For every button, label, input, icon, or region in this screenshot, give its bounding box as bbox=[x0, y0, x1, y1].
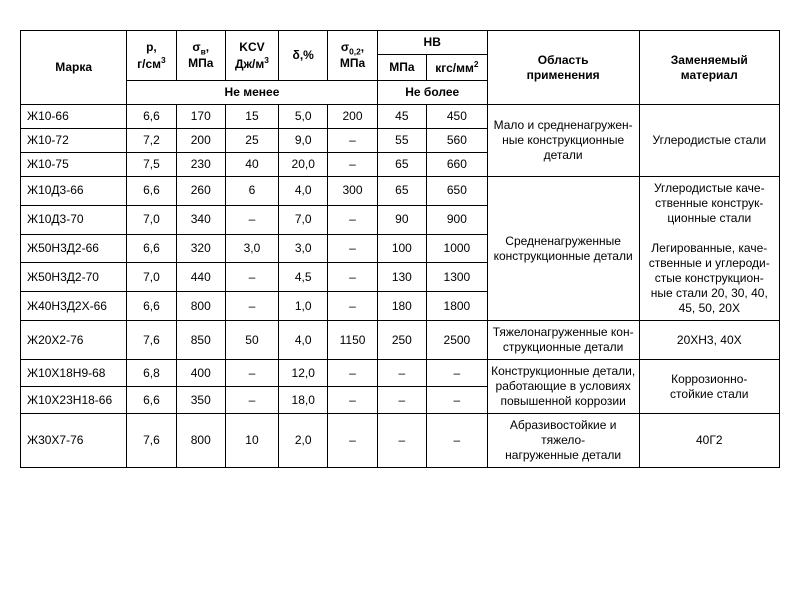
replace-cell: 40Г2 bbox=[639, 414, 779, 468]
col-s02: σ0,2,МПа bbox=[328, 31, 377, 81]
replace-cell: Углеродистые каче-ственные конструк-цион… bbox=[639, 177, 779, 321]
col-app: Областьприменения bbox=[487, 31, 639, 105]
app-cell: Мало и средненагружен-ные конструкционны… bbox=[487, 105, 639, 177]
col-marka: Марка bbox=[21, 31, 127, 105]
table-row: Ж20Х2-76 7,6 850 50 4,0 1150 250 2500 Тя… bbox=[21, 321, 780, 360]
col-delta: δ,% bbox=[279, 31, 328, 81]
replace-cell: Углеродистые стали bbox=[639, 105, 779, 177]
not-more: Не более bbox=[377, 81, 487, 105]
col-kcv: KCVДж/м3 bbox=[225, 31, 278, 81]
col-hb-kgf: кгс/мм2 bbox=[427, 55, 488, 81]
app-cell: Абразивостойкие и тяжело-нагруженные дет… bbox=[487, 414, 639, 468]
materials-table: Марка р,г/см3 σв,МПа KCVДж/м3 δ,% σ0,2,М… bbox=[20, 30, 780, 468]
replace-cell: 20ХН3, 40Х bbox=[639, 321, 779, 360]
table-row: Ж10Х18Н9-68 6,8 400 – 12,0 – – – Констру… bbox=[21, 360, 780, 387]
col-replace: Заменяемыйматериал bbox=[639, 31, 779, 105]
app-cell: Конструкционные детали,работающие в усло… bbox=[487, 360, 639, 414]
app-cell: Средненагруженныеконструкционные детали bbox=[487, 177, 639, 321]
table-row: Ж10Д3-66 6,6 260 6 4,0 300 65 650 Средне… bbox=[21, 177, 780, 206]
replace-cell: Коррозионно-стойкие стали bbox=[639, 360, 779, 414]
table-row: Ж10-66 6,6 170 15 5,0 200 45 450 Мало и … bbox=[21, 105, 780, 129]
table-row: Ж30Х7-76 7,6 800 10 2,0 – – – Абразивост… bbox=[21, 414, 780, 468]
not-less: Не менее bbox=[127, 81, 377, 105]
app-cell: Тяжелонагруженные кон-струкционные детал… bbox=[487, 321, 639, 360]
col-sv: σв,МПа bbox=[176, 31, 225, 81]
col-p: р,г/см3 bbox=[127, 31, 176, 81]
col-hb: HB bbox=[377, 31, 487, 55]
col-hb-mpa: МПа bbox=[377, 55, 426, 81]
